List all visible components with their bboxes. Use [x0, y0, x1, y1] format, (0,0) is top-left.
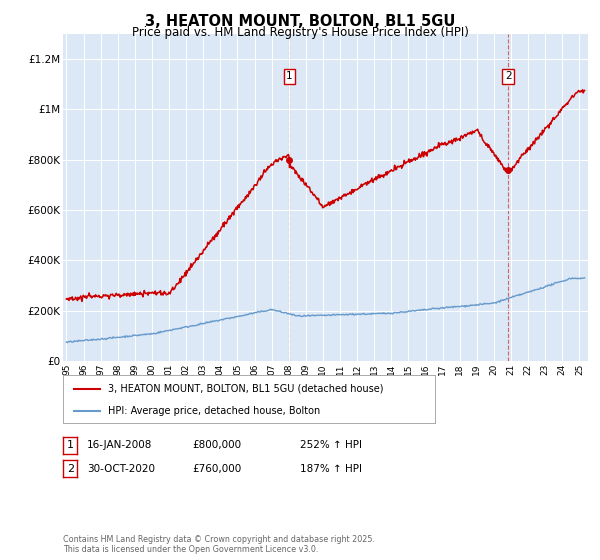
Text: 16-JAN-2008: 16-JAN-2008: [87, 440, 152, 450]
Text: 2: 2: [505, 71, 511, 81]
Text: HPI: Average price, detached house, Bolton: HPI: Average price, detached house, Bolt…: [107, 406, 320, 416]
Text: 3, HEATON MOUNT, BOLTON, BL1 5GU: 3, HEATON MOUNT, BOLTON, BL1 5GU: [145, 14, 455, 29]
Text: 3, HEATON MOUNT, BOLTON, BL1 5GU (detached house): 3, HEATON MOUNT, BOLTON, BL1 5GU (detach…: [107, 384, 383, 394]
Text: 30-OCT-2020: 30-OCT-2020: [87, 464, 155, 474]
Text: £760,000: £760,000: [192, 464, 241, 474]
Text: 1: 1: [67, 440, 74, 450]
Text: 1: 1: [286, 71, 293, 81]
Text: Price paid vs. HM Land Registry's House Price Index (HPI): Price paid vs. HM Land Registry's House …: [131, 26, 469, 39]
Text: 187% ↑ HPI: 187% ↑ HPI: [300, 464, 362, 474]
Text: 2: 2: [67, 464, 74, 474]
Text: £800,000: £800,000: [192, 440, 241, 450]
Text: Contains HM Land Registry data © Crown copyright and database right 2025.
This d: Contains HM Land Registry data © Crown c…: [63, 535, 375, 554]
Text: 252% ↑ HPI: 252% ↑ HPI: [300, 440, 362, 450]
